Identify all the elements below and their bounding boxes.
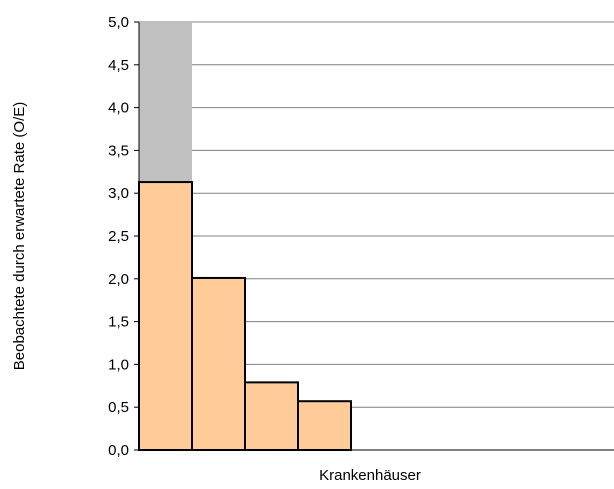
- bar-1: [138, 181, 193, 452]
- y-tick-label-3: 1,5: [108, 314, 129, 331]
- y-tick-label-6: 3,0: [108, 185, 129, 202]
- bars: [138, 181, 352, 452]
- y-tick-labels: 0,0 0,5 1,0 1,5 2,0 2,5 3,0 3,5 4,0 4,5 5,0: [108, 14, 129, 459]
- y-tick-label-0: 0,0: [108, 442, 129, 459]
- y-tick-label-7: 3,5: [108, 142, 129, 159]
- y-axis-title: Beobachtete durch erwartete Rate (O/E): [11, 102, 28, 370]
- y-tick-label-9: 4,5: [108, 57, 129, 74]
- x-axis-title: Krankenhäuser: [319, 467, 421, 484]
- overflow-bands: [139, 22, 192, 183]
- y-tick-label-4: 2,0: [108, 271, 129, 288]
- bar-3: [244, 381, 299, 452]
- overflow-band: [139, 22, 192, 183]
- y-tick-label-5: 2,5: [108, 228, 129, 245]
- y-tick-label-8: 4,0: [108, 100, 129, 117]
- y-tick-label-10: 5,0: [108, 14, 129, 31]
- bar-4: [297, 400, 352, 452]
- y-tick-label-1: 0,5: [108, 399, 129, 416]
- bar-2: [191, 276, 246, 451]
- y-tick-label-2: 1,0: [108, 356, 129, 373]
- axes: [134, 21, 614, 451]
